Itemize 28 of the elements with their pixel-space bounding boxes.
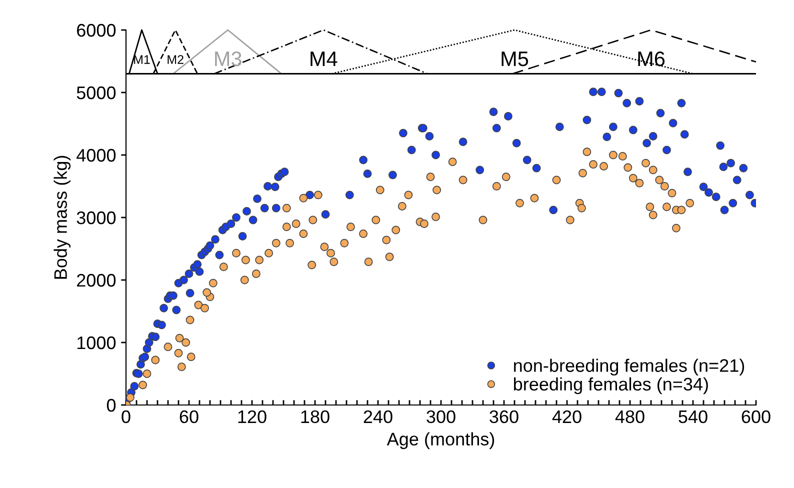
x-axis-title: Age (months) <box>386 432 494 450</box>
y-tick-label: 3000 <box>76 211 116 224</box>
x-tick-label: 120 <box>238 410 266 424</box>
y-tick-label: 6000 <box>77 24 116 37</box>
series-label: M4 <box>310 52 338 66</box>
x-tick-label: 600 <box>742 410 770 424</box>
legend-label: breeding females (n=34) <box>514 377 708 394</box>
x-tick-label: 480 <box>615 410 644 424</box>
y-tick-label: 5000 <box>76 86 116 100</box>
series-label: M1 <box>134 55 150 64</box>
x-tick-label: 300 <box>426 410 456 424</box>
x-tick-label: 240 <box>364 410 392 424</box>
x-tick-label: 540 <box>678 410 708 424</box>
legend-label: non-breeding females (n=21) <box>514 358 744 376</box>
series-label: M3 <box>215 51 242 66</box>
x-tick-label: 360 <box>490 410 518 424</box>
x-tick-label: 0 <box>122 410 130 424</box>
x-tick-label: 180 <box>301 410 330 424</box>
y-tick-label: 1000 <box>77 336 116 350</box>
y-tick-label: 4000 <box>76 148 116 162</box>
series-label: M6 <box>638 51 665 66</box>
series-label: M5 <box>502 52 528 66</box>
y-tick-label: 0 <box>106 398 116 412</box>
y-tick-label: 2000 <box>77 274 116 287</box>
y-axis-title: Body mass (kg) <box>54 156 71 279</box>
x-tick-label: 60 <box>180 410 198 424</box>
series-label: M2 <box>168 55 184 64</box>
x-tick-label: 420 <box>552 410 582 424</box>
